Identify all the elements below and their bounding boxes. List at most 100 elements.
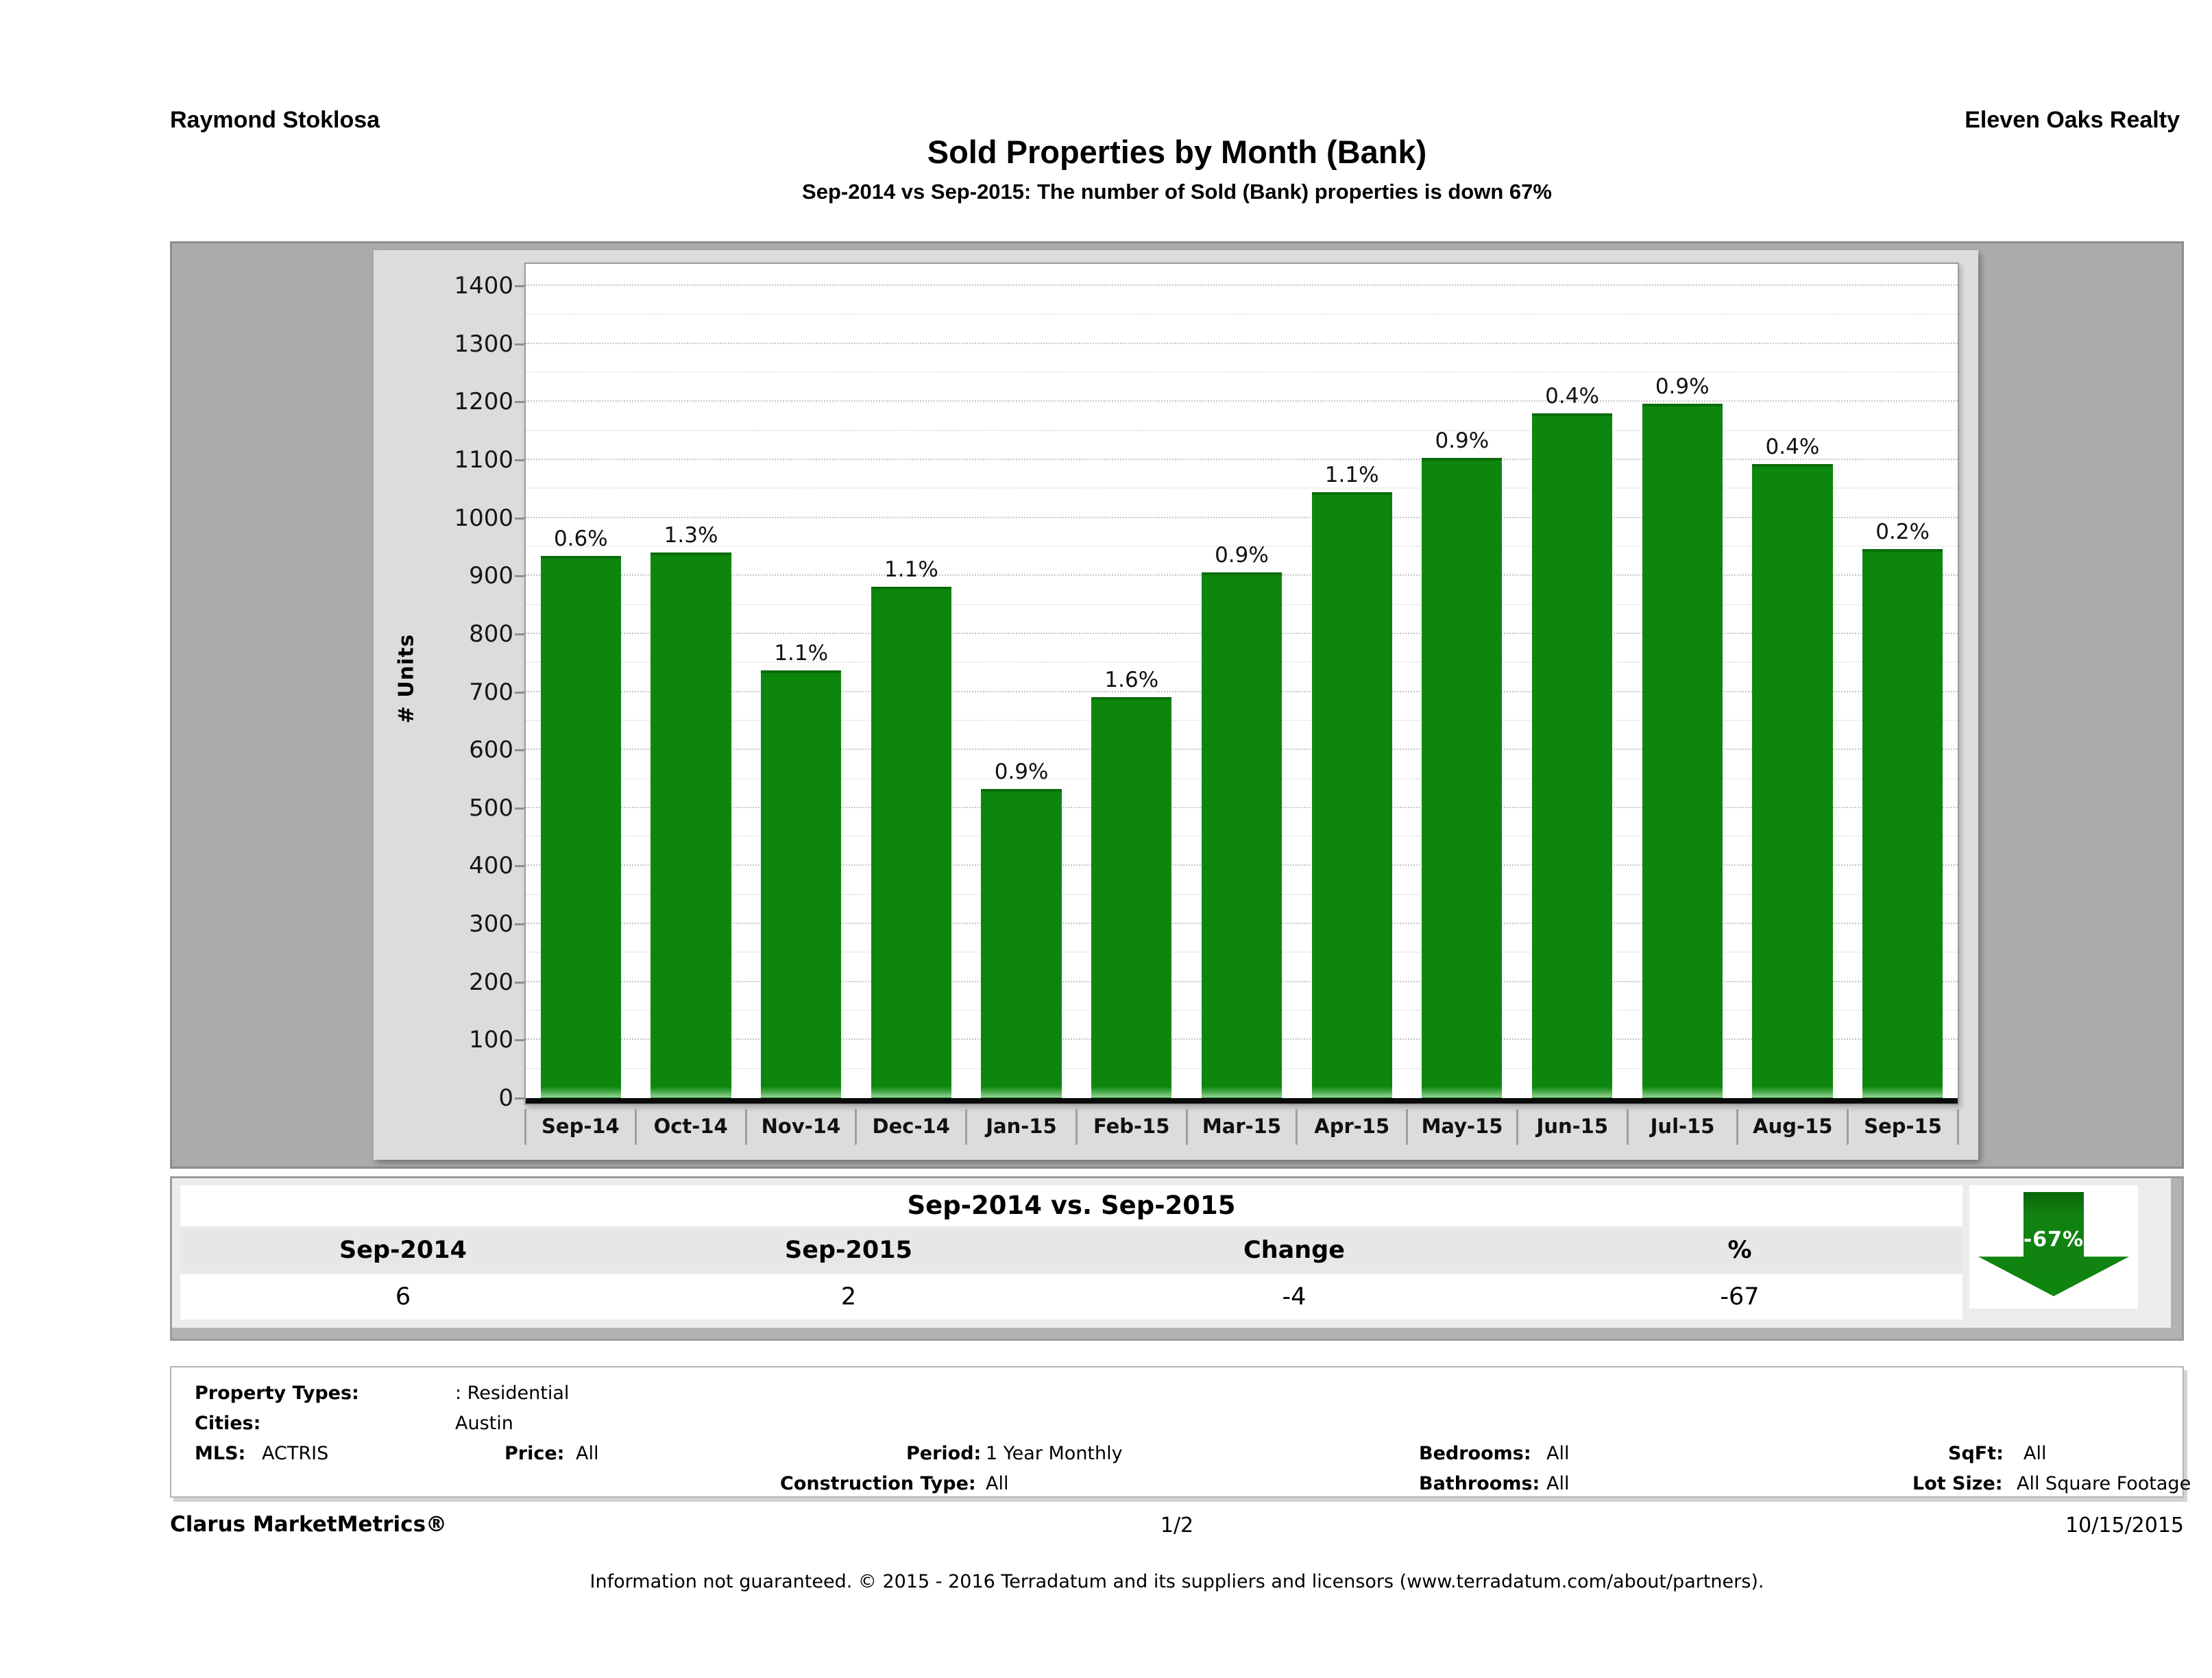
criteria-value: All: [2023, 1443, 2047, 1464]
x-axis-tick-label: Oct-14: [634, 1109, 745, 1145]
y-axis-tick: [515, 633, 524, 635]
agent-name: Raymond Stoklosa: [170, 107, 380, 133]
y-axis-tick: [515, 1097, 524, 1099]
criteria-label: Period:: [906, 1443, 982, 1464]
bar-value-label: 1.3%: [664, 523, 718, 548]
bar-slot: 1.1%: [856, 264, 967, 1098]
table-value: -67: [1720, 1283, 1760, 1311]
bar-slot: 0.6%: [526, 264, 636, 1098]
gridline: [526, 429, 1958, 431]
table-value: 2: [840, 1283, 857, 1311]
gridline: [526, 372, 1958, 374]
y-axis-tick: [515, 343, 524, 345]
bar: [1531, 413, 1613, 1098]
criteria-label: MLS:: [195, 1443, 246, 1464]
y-axis-tick-label: 100: [469, 1026, 513, 1054]
gridline: [526, 516, 1958, 518]
bar-value-label: 0.2%: [1875, 520, 1930, 544]
bar-value-label: 0.9%: [1435, 428, 1490, 453]
page-number: 1/2: [1160, 1513, 1194, 1537]
y-axis-tick: [515, 749, 524, 752]
bar: [1752, 464, 1833, 1098]
comparison-table-title: Sep-2014 vs. Sep-2015: [180, 1185, 1962, 1226]
gridline: [526, 487, 1958, 489]
report-title: Sold Properties by Month (Bank): [927, 134, 1427, 170]
y-axis-tick-label: 1300: [454, 330, 513, 358]
bar: [1422, 458, 1503, 1098]
bar-slot: 1.1%: [746, 264, 856, 1098]
bar: [1091, 697, 1172, 1098]
x-axis-line: [526, 1098, 1958, 1104]
x-axis-tick-label: Apr-15: [1296, 1109, 1406, 1145]
criteria-label: Construction Type:: [780, 1473, 976, 1494]
y-axis-tick-label: 700: [469, 678, 513, 706]
criteria-value: 1 Year Monthly: [986, 1443, 1123, 1464]
y-axis-tick: [515, 691, 524, 694]
y-axis-tick-label: 500: [469, 794, 513, 822]
table-value: -4: [1282, 1283, 1306, 1311]
y-axis-tick-label: 200: [469, 968, 513, 996]
column-header: Sep-2014: [339, 1237, 467, 1264]
x-axis-tick-label: Feb-15: [1075, 1109, 1186, 1145]
x-axis-tick-label: Sep-14: [524, 1109, 635, 1145]
criteria-label: Cities:: [195, 1413, 261, 1434]
gridline: [526, 313, 1958, 315]
bar-value-label: 1.6%: [1104, 668, 1159, 692]
y-axis-tick-label: 800: [469, 620, 513, 648]
bar: [540, 556, 622, 1098]
column-header: Sep-2015: [785, 1237, 912, 1264]
y-axis-tick: [515, 285, 524, 288]
criteria-value: ACTRIS: [262, 1443, 329, 1464]
bars-row: 0.6% 1.3% 1.1% 1.1% 0.9% 1.6% 0.9% 1.1% 0.9% 0.4%…: [526, 264, 1958, 1104]
bar-slot: 0.4%: [1738, 264, 1848, 1098]
column-header: %: [1727, 1237, 1752, 1264]
comparison-table: Sep-2014 vs. Sep-2015 Sep-2014 Sep-2015 …: [170, 1176, 2184, 1341]
y-axis-tick-label: 1100: [454, 446, 513, 474]
bar: [1201, 572, 1283, 1098]
bar-value-label: 0.6%: [553, 526, 608, 551]
bar-slot: 0.2%: [1847, 264, 1958, 1098]
criteria-label: Bathrooms:: [1419, 1473, 1540, 1494]
bar: [761, 670, 842, 1098]
bar-slot: 1.3%: [636, 264, 746, 1098]
x-axis-tick-label: Nov-14: [744, 1109, 855, 1145]
criteria-value: Austin: [455, 1413, 513, 1434]
plot-area: 0.6% 1.3% 1.1% 1.1% 0.9% 1.6% 0.9% 1.1% 0.9% 0.4%…: [524, 263, 1959, 1105]
criteria-label: Property Types:: [195, 1383, 359, 1404]
down-arrow-icon: -67%: [1978, 1192, 2129, 1296]
bar-slot: 1.1%: [1297, 264, 1407, 1098]
bar: [981, 789, 1062, 1098]
bar: [1311, 492, 1393, 1098]
bar-slot: 0.9%: [1627, 264, 1738, 1098]
criteria-value: All: [576, 1443, 599, 1464]
disclaimer: Information not guaranteed. © 2015 - 201…: [590, 1571, 1764, 1592]
bar-value-label: 0.9%: [994, 759, 1049, 784]
gridline: [526, 546, 1958, 548]
y-axis-tick-label: 600: [469, 736, 513, 764]
criteria-value: : Residential: [455, 1383, 570, 1404]
y-axis-tick: [515, 459, 524, 462]
y-axis-tick: [515, 401, 524, 404]
criteria-value: All: [986, 1473, 1009, 1494]
company-name: Eleven Oaks Realty: [1965, 107, 2180, 133]
report-subtitle: Sep-2014 vs Sep-2015: The number of Sold…: [802, 180, 1552, 204]
criteria-label: SqFt:: [1948, 1443, 2004, 1464]
y-axis-tick-label: 300: [469, 910, 513, 938]
bar: [871, 587, 952, 1098]
y-axis-tick: [515, 807, 524, 810]
y-axis-tick-label: 0: [498, 1084, 513, 1112]
table-value: 6: [395, 1283, 411, 1311]
gridline: [526, 400, 1958, 402]
bar-value-label: 1.1%: [1324, 463, 1379, 487]
gridline: [526, 284, 1958, 287]
criteria-value: All: [1546, 1473, 1570, 1494]
x-axis-tick-label: Jun-15: [1516, 1109, 1627, 1145]
criteria-value: All Square Footage: [2017, 1473, 2191, 1494]
y-axis-tick: [515, 517, 524, 520]
y-axis-tick-label: 1000: [454, 504, 513, 532]
bar-slot: 0.9%: [1407, 264, 1518, 1098]
criteria-label: Lot Size:: [1912, 1473, 2003, 1494]
y-axis-tick-label: 1400: [454, 272, 513, 300]
bar-value-label: 0.4%: [1545, 384, 1599, 409]
bar: [651, 552, 731, 1098]
